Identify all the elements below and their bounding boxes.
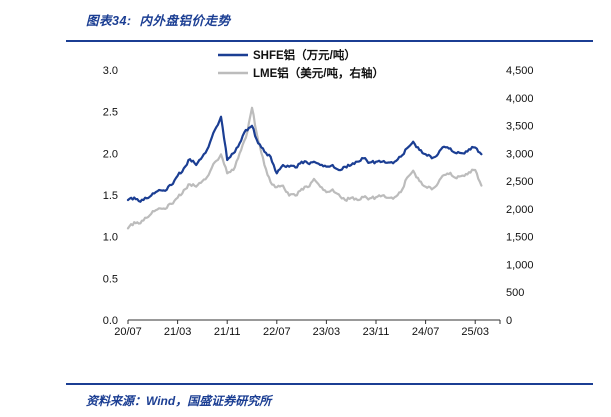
right-axis-label: 3,000 bbox=[506, 148, 534, 160]
right-axis-label: 4,000 bbox=[506, 93, 534, 105]
legend-label: LME铝（美元/吨，右轴） bbox=[253, 66, 384, 80]
x-tick-label: 21/03 bbox=[164, 326, 192, 338]
top-rule bbox=[66, 40, 593, 42]
left-axis-label: 0.0 bbox=[103, 315, 118, 327]
price-chart: 20/07 21/03 21/11 22/07 23/03 23/11 24/07 25/03… bbox=[103, 48, 534, 338]
right-axis-label: 1,500 bbox=[506, 232, 534, 244]
right-axis-label: 2,500 bbox=[506, 176, 534, 188]
x-tick-label: 20/07 bbox=[114, 326, 142, 338]
x-tick-label: 23/03 bbox=[313, 326, 341, 338]
source-note: 资料来源：Wind，国盛证券研究所 bbox=[86, 394, 272, 408]
chart-title: 图表34: 内外盘铝价走势 bbox=[86, 14, 231, 28]
x-tick-label: 22/07 bbox=[263, 326, 291, 338]
x-tick-label: 25/03 bbox=[461, 326, 489, 338]
left-axis-label: 3.0 bbox=[103, 65, 118, 77]
x-tick-label: 23/11 bbox=[363, 326, 390, 338]
left-axis-label: 1.0 bbox=[103, 232, 118, 244]
right-axis-label: 2,000 bbox=[506, 204, 534, 216]
left-axis-label: 1.5 bbox=[103, 190, 118, 202]
legend-label: SHFE铝（万元/吨） bbox=[253, 48, 356, 62]
series-line-lme bbox=[126, 106, 483, 230]
x-tick-label: 21/11 bbox=[214, 326, 241, 338]
right-axis-label: 1,000 bbox=[506, 259, 534, 271]
right-axis-label: 4,500 bbox=[506, 65, 534, 77]
right-axis-label: 500 bbox=[506, 287, 524, 299]
series-line-shfe bbox=[126, 115, 483, 203]
x-tick-label: 24/07 bbox=[412, 326, 440, 338]
left-axis-label: 2.0 bbox=[103, 148, 118, 160]
left-axis-label: 2.5 bbox=[103, 107, 118, 119]
bottom-rule bbox=[66, 383, 593, 385]
right-axis-label: 0 bbox=[506, 315, 512, 327]
right-axis-label: 3,500 bbox=[506, 121, 534, 133]
left-axis-label: 0.5 bbox=[103, 273, 118, 285]
